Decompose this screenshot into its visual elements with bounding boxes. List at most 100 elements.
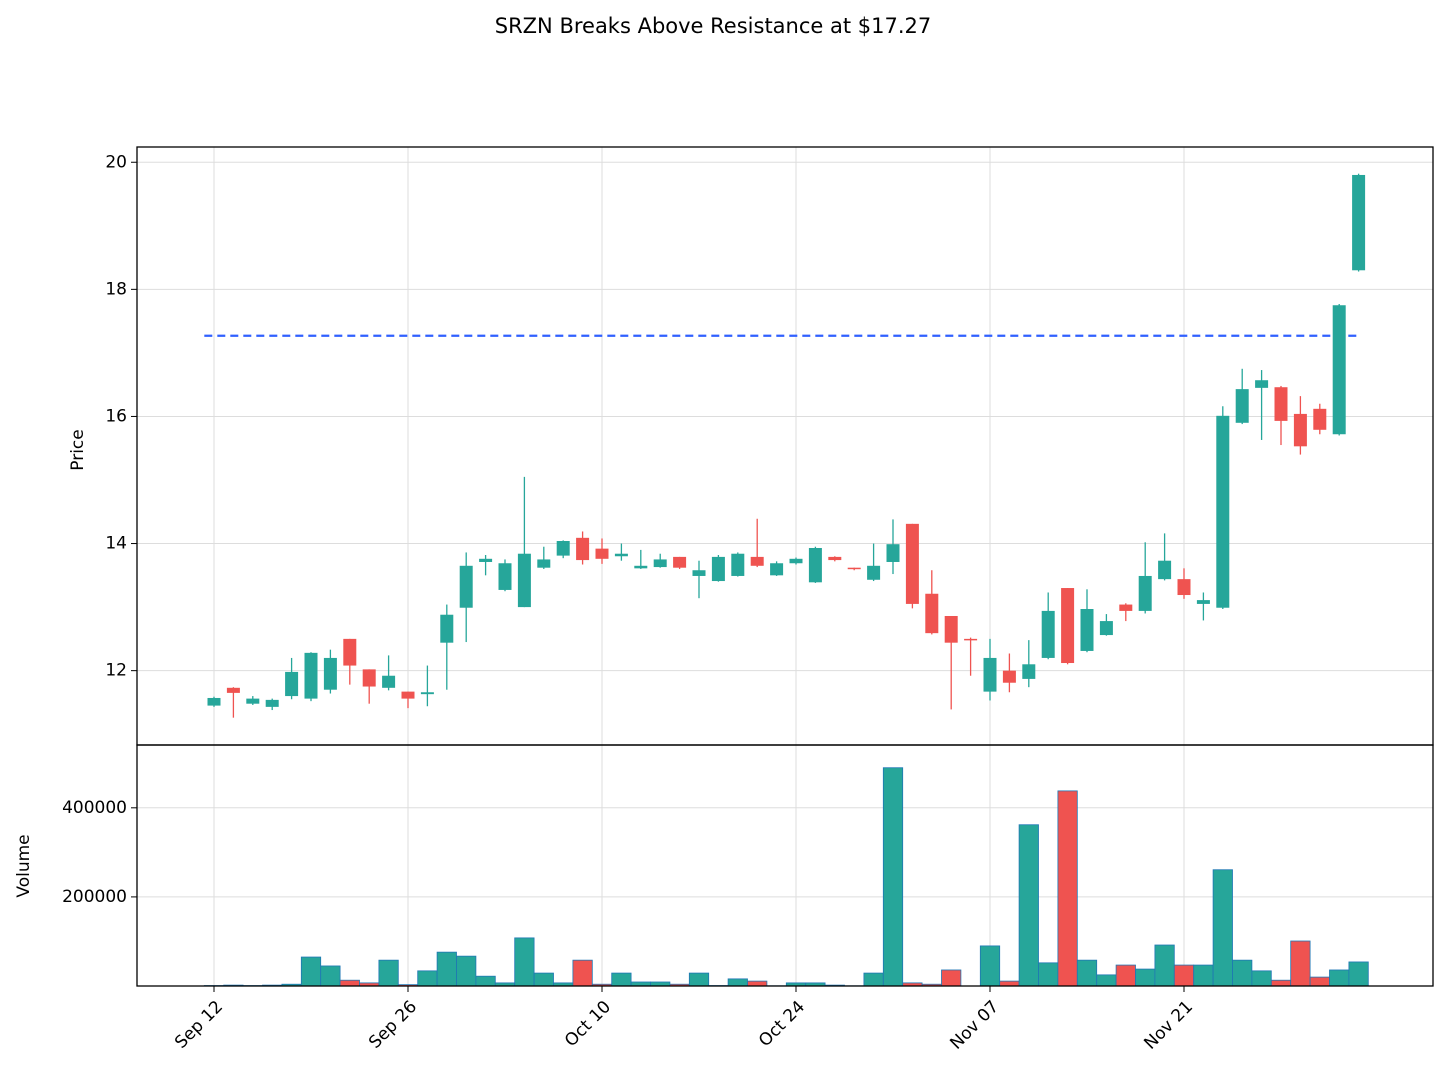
candle-body [246, 699, 259, 704]
candle-body [1158, 561, 1171, 579]
candle-body [867, 566, 880, 580]
volume-bar [1291, 941, 1310, 986]
volume-bar [864, 973, 883, 986]
candle-body [809, 548, 822, 582]
candle-body [731, 554, 744, 576]
candle-body [208, 698, 221, 706]
candle-body [363, 669, 376, 686]
candle-body [1119, 605, 1132, 611]
volume-bar [1019, 825, 1038, 986]
candle-body [343, 639, 356, 666]
candle-body [1139, 576, 1152, 611]
candle-body [479, 559, 492, 562]
volume-bar [1097, 975, 1116, 986]
volume-bar [1136, 969, 1155, 986]
candle-body [1197, 600, 1210, 604]
y-tick-label: 400000 [62, 798, 127, 818]
volume-bar [515, 938, 534, 986]
candle-body [1081, 609, 1094, 651]
candle-body [499, 563, 512, 590]
y-tick-label: 20 [105, 152, 127, 172]
volume-bar [1271, 980, 1290, 986]
candle-body [1022, 664, 1035, 679]
candle-body [1042, 611, 1055, 658]
volume-bar [980, 946, 999, 986]
volume-bar [689, 973, 708, 986]
volume-bar [942, 970, 961, 986]
candle-body [1352, 175, 1365, 270]
candle-body [712, 557, 725, 581]
candle-body [693, 570, 706, 576]
candle-body [1178, 579, 1191, 595]
candle-body [673, 557, 686, 568]
volume-bar [301, 957, 320, 986]
volume-bar [573, 960, 592, 986]
y-tick-label: 12 [105, 661, 127, 681]
candle-body [848, 568, 861, 570]
candle-body [227, 688, 240, 693]
volume-bar [1310, 977, 1329, 986]
candle-body [634, 566, 647, 569]
candle-body [1216, 416, 1229, 608]
candle-body [1333, 305, 1346, 434]
volume-bar [457, 956, 476, 986]
candle-body [596, 549, 609, 559]
candle-body [615, 554, 628, 557]
candle-body [654, 559, 667, 567]
candle-body [1236, 389, 1249, 423]
volume-bar [1330, 970, 1349, 986]
candle-body [770, 563, 783, 575]
volume-bar [1155, 945, 1174, 986]
candle-body [1100, 621, 1113, 635]
candle-body [1255, 380, 1268, 388]
candle-body [402, 692, 415, 699]
candle-body [537, 559, 550, 567]
candle-body [984, 658, 997, 692]
volume-axis-label: Volume [14, 834, 34, 897]
candle-body [460, 566, 473, 608]
volume-bar [1233, 960, 1252, 986]
candle-body [925, 594, 938, 633]
candle-body [790, 559, 803, 563]
volume-bar [1194, 965, 1213, 986]
candle-body [887, 544, 900, 562]
candle-body [285, 672, 298, 696]
candle-body [828, 557, 841, 560]
candle-body [421, 692, 434, 694]
candle-body [906, 524, 919, 604]
volume-bar [1349, 962, 1368, 986]
volume-bar [1077, 960, 1096, 986]
candle-body [440, 615, 453, 643]
volume-bar [534, 973, 553, 986]
candle-body [964, 639, 977, 641]
y-tick-label: 16 [105, 406, 127, 426]
volume-bar [1116, 965, 1135, 986]
candle-body [945, 616, 958, 643]
candle-body [266, 700, 279, 707]
volume-bar [418, 971, 437, 986]
volume-bar [612, 973, 631, 986]
volume-bar [748, 981, 767, 986]
volume-bar [476, 976, 495, 986]
candle-body [1061, 588, 1074, 663]
volume-bar [379, 960, 398, 986]
volume-bar [1058, 791, 1077, 986]
volume-bar [1252, 971, 1271, 986]
candle-body [1003, 671, 1016, 683]
candle-body [1313, 409, 1326, 430]
volume-bar [340, 980, 359, 986]
volume-bar [1039, 963, 1058, 986]
candle-body [576, 538, 589, 560]
y-tick-label: 200000 [62, 887, 127, 907]
volume-bar [1213, 870, 1232, 986]
candle-body [751, 557, 764, 566]
volume-bar [321, 966, 340, 986]
volume-bar [1174, 965, 1193, 986]
candle-body [557, 541, 570, 556]
y-tick-label: 18 [105, 279, 127, 299]
volume-bar [728, 979, 747, 986]
y-axis-label: Price [68, 429, 88, 470]
candle-body [1294, 414, 1307, 446]
volume-bar [1000, 981, 1019, 986]
